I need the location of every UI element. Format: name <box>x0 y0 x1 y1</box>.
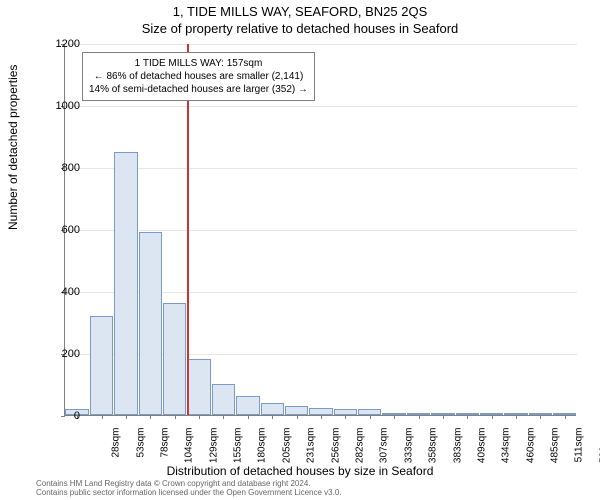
x-tick <box>272 415 273 419</box>
histogram-bar <box>261 403 284 415</box>
y-tick-label: 400 <box>40 286 80 298</box>
histogram-bar <box>139 232 162 415</box>
x-tick <box>419 415 420 419</box>
x-tick <box>540 415 541 419</box>
x-tick <box>175 415 176 419</box>
grid-line <box>65 44 577 45</box>
footer-attribution: Contains HM Land Registry data © Crown c… <box>36 479 342 498</box>
histogram-bar <box>187 359 210 415</box>
x-tick <box>248 415 249 419</box>
x-tick <box>516 415 517 419</box>
x-tick <box>199 415 200 419</box>
x-tick <box>370 415 371 419</box>
x-axis-label: Distribution of detached houses by size … <box>0 464 600 478</box>
histogram-bar <box>212 384 235 415</box>
footer-line1: Contains HM Land Registry data © Crown c… <box>36 479 342 489</box>
histogram-bar <box>285 406 308 415</box>
y-tick-label: 200 <box>40 348 80 360</box>
grid-line <box>65 230 577 231</box>
y-tick-label: 1200 <box>40 38 80 50</box>
page-subtitle: Size of property relative to detached ho… <box>0 19 600 36</box>
grid-line <box>65 168 577 169</box>
x-tick <box>443 415 444 419</box>
grid-line <box>65 106 577 107</box>
x-tick <box>467 415 468 419</box>
y-tick-label: 800 <box>40 162 80 174</box>
histogram-bar <box>309 408 332 415</box>
legend-box: 1 TIDE MILLS WAY: 157sqm← 86% of detache… <box>82 52 315 101</box>
histogram-bar <box>163 303 186 415</box>
y-tick-label: 0 <box>40 410 80 422</box>
x-tick <box>150 415 151 419</box>
legend-line3: 14% of semi-detached houses are larger (… <box>89 83 308 96</box>
x-tick <box>102 415 103 419</box>
legend-line2: ← 86% of detached houses are smaller (2,… <box>89 70 308 83</box>
x-tick <box>394 415 395 419</box>
histogram-bar <box>114 152 137 416</box>
x-tick <box>565 415 566 419</box>
x-tick <box>492 415 493 419</box>
y-tick-label: 600 <box>40 224 80 236</box>
histogram-bar <box>90 316 113 415</box>
y-axis-label: Number of detached properties <box>6 65 20 230</box>
x-tick <box>321 415 322 419</box>
x-tick <box>345 415 346 419</box>
x-tick <box>297 415 298 419</box>
x-tick <box>126 415 127 419</box>
x-tick <box>223 415 224 419</box>
y-tick-label: 1000 <box>40 100 80 112</box>
page-title: 1, TIDE MILLS WAY, SEAFORD, BN25 2QS <box>0 0 600 19</box>
legend-line1: 1 TIDE MILLS WAY: 157sqm <box>89 57 308 70</box>
histogram-bar <box>236 396 259 415</box>
footer-line2: Contains public sector information licen… <box>36 488 342 498</box>
